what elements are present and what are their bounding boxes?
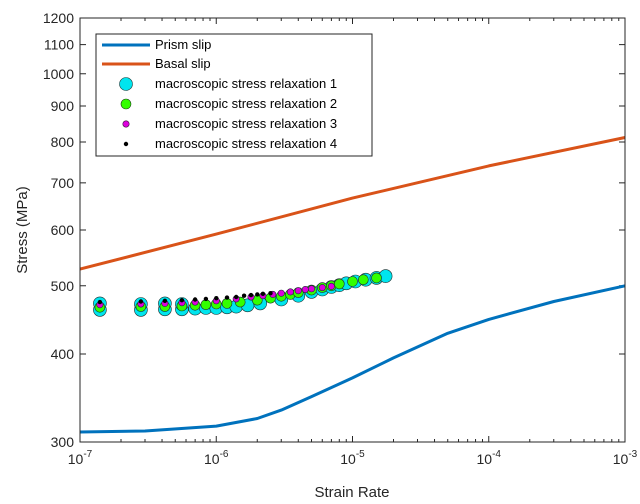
series-line-prism-slip (79, 284, 626, 434)
y-tick-label: 1100 (44, 37, 74, 53)
data-point-macroscopic-stress-relaxation-4 (241, 293, 247, 298)
data-point-macroscopic-stress-relaxation-2 (357, 274, 369, 286)
data-point-macroscopic-stress-relaxation-4 (97, 299, 103, 305)
x-tick-exponent: -4 (492, 449, 501, 460)
data-point-macroscopic-stress-relaxation-3 (318, 284, 326, 292)
legend-marker-relaxation-3 (122, 120, 130, 128)
data-point-macroscopic-stress-relaxation-4 (234, 294, 239, 300)
legend-label-prism-slip: Prism slip (155, 37, 211, 52)
y-tick-label: 400 (51, 346, 75, 362)
data-point-macroscopic-stress-relaxation-2 (371, 272, 382, 284)
plot-frame (79, 17, 626, 443)
series-layer (79, 136, 626, 434)
data-point-macroscopic-stress-relaxation-3 (327, 282, 335, 290)
legend-marker-relaxation-1 (119, 77, 133, 91)
legend-box (95, 33, 373, 157)
legend-label-basal-slip: Basal slip (155, 56, 211, 71)
data-point-macroscopic-stress-relaxation-4 (260, 291, 266, 296)
y-tick-label: 900 (51, 98, 75, 114)
legend-label-relaxation-4: macroscopic stress relaxation 4 (155, 136, 337, 151)
data-point-macroscopic-stress-relaxation-3 (286, 288, 294, 296)
data-point-macroscopic-stress-relaxation-4 (255, 292, 260, 297)
x-tick-exponent: -7 (83, 449, 92, 460)
series-line-basal-slip (79, 136, 626, 271)
legend-label-relaxation-2: macroscopic stress relaxation 2 (155, 96, 337, 111)
legend-label-relaxation-3: macroscopic stress relaxation 3 (155, 116, 337, 131)
x-axis-label: Strain Rate (314, 484, 389, 501)
x-tick-exponent: -5 (356, 449, 365, 460)
x-tick-exponent: -3 (628, 449, 637, 460)
y-axis-label: Stress (MPa) (14, 186, 31, 274)
data-point-macroscopic-stress-relaxation-4 (203, 296, 209, 302)
y-tick-labels: 300 400 500 600 700 800 900 1000 1100 1200 (43, 10, 74, 450)
data-point-macroscopic-stress-relaxation-4 (162, 298, 168, 303)
legend: Prism slip Basal slip macroscopic stress… (95, 33, 373, 157)
y-tick-label: 1000 (43, 66, 74, 82)
y-tick-label: 300 (51, 434, 75, 450)
data-point-macroscopic-stress-relaxation-2 (221, 298, 233, 309)
y-tick-label: 700 (51, 175, 75, 191)
data-point-macroscopic-stress-relaxation-2 (200, 299, 212, 311)
data-point-macroscopic-stress-relaxation-3 (301, 285, 309, 293)
legend-label-relaxation-1: macroscopic stress relaxation 1 (155, 76, 337, 91)
legend-marker-relaxation-4 (123, 141, 129, 147)
y-tick-label: 500 (51, 278, 75, 294)
data-point-macroscopic-stress-relaxation-2 (347, 276, 358, 287)
y-tick-label: 800 (51, 134, 75, 150)
data-point-macroscopic-stress-relaxation-2 (333, 278, 345, 290)
y-tick-label: 1200 (43, 10, 74, 26)
data-point-macroscopic-stress-relaxation-4 (214, 296, 219, 301)
y-tick-label: 600 (51, 222, 75, 238)
data-point-macroscopic-stress-relaxation-3 (307, 285, 315, 293)
data-point-macroscopic-stress-relaxation-4 (138, 299, 144, 304)
data-point-macroscopic-stress-relaxation-4 (248, 292, 254, 298)
data-point-macroscopic-stress-relaxation-4 (268, 291, 273, 296)
x-tick-exponent: -6 (220, 449, 229, 460)
data-point-macroscopic-stress-relaxation-4 (179, 298, 185, 303)
data-point-macroscopic-stress-relaxation-4 (224, 295, 230, 300)
legend-marker-relaxation-2 (120, 98, 132, 110)
data-point-macroscopic-stress-relaxation-3 (294, 287, 302, 295)
data-point-macroscopic-stress-relaxation-4 (192, 297, 198, 302)
data-point-macroscopic-stress-relaxation-3 (277, 289, 285, 297)
